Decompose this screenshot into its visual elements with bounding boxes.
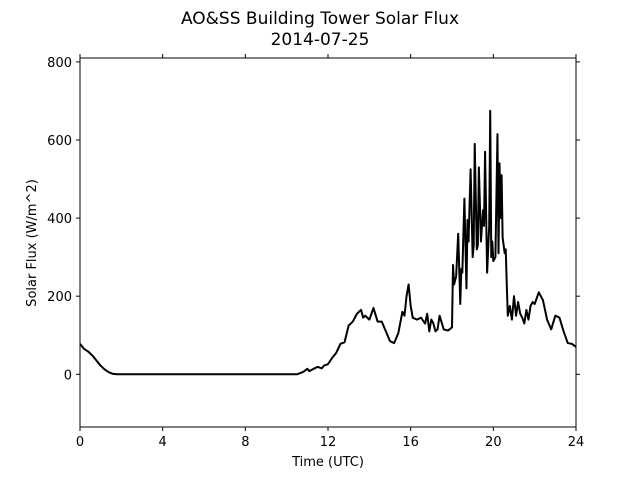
x-tick-label: 4 xyxy=(159,435,167,450)
x-tick-label: 24 xyxy=(568,435,585,450)
plot-frame xyxy=(79,57,577,428)
x-tick-label: 0 xyxy=(76,435,84,450)
chart-title: AO&SS Building Tower Solar Flux xyxy=(181,9,459,29)
x-axis-label: Time (UTC) xyxy=(291,455,364,470)
x-tick-label: 20 xyxy=(485,435,502,450)
y-tick-label: 600 xyxy=(47,134,72,149)
chart-subtitle: 2014-07-25 xyxy=(271,30,370,50)
y-tick-label: 200 xyxy=(47,290,72,305)
y-axis-label: Solar Flux (W/m^2) xyxy=(25,179,40,307)
x-tick-label: 8 xyxy=(241,435,249,450)
y-tick-label: 0 xyxy=(64,368,72,383)
x-tick-label: 16 xyxy=(402,435,419,450)
solar-flux-line xyxy=(79,109,577,376)
y-tick-label: 400 xyxy=(47,212,72,227)
plot-area: 0 4 8 12 16 20 24 0 200 400 600 800 xyxy=(47,54,584,450)
y-tick-label: 800 xyxy=(47,56,72,71)
x-tick-label: 12 xyxy=(320,435,337,450)
